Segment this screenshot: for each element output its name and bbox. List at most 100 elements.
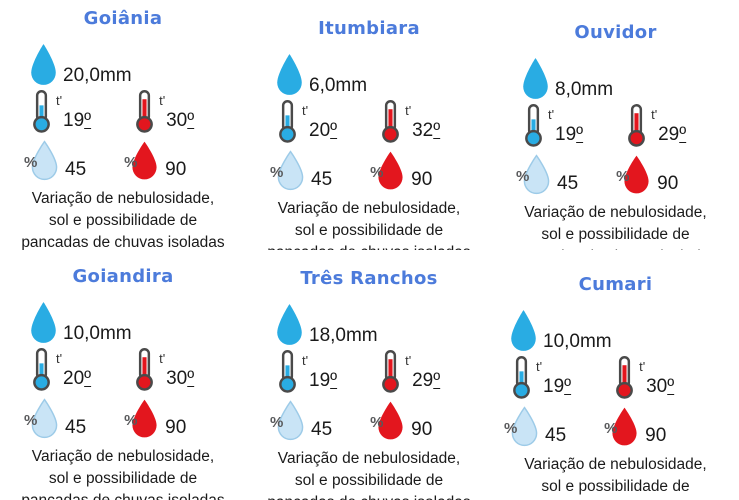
t-label: t' — [651, 107, 658, 122]
ordinal-symbol: º — [84, 110, 92, 131]
min-humidity-group: % 45 — [516, 154, 578, 196]
max-temperature-group: t' 30º — [131, 348, 194, 392]
t-label: t' — [302, 353, 309, 368]
min-temperature-labels: t' 19º — [536, 356, 571, 400]
max-temperature-group: t' 32º — [377, 100, 440, 144]
max-thermometer-icon — [382, 350, 399, 393]
city-card: Goiandira 10,0mm t' 20º — [0, 250, 246, 500]
humidity-row: % 45 % 90 — [24, 393, 246, 440]
forecast-description-line: sol e possibilidade de — [48, 212, 198, 229]
t-label: t' — [548, 107, 555, 122]
max-temp-number: 30 — [166, 110, 188, 131]
max-thermometer-icon — [382, 100, 399, 143]
card-content: 10,0mm t' 20º — [0, 288, 246, 440]
forecast-description-line: sol e possibilidade de — [294, 472, 444, 489]
min-thermometer-icon — [279, 100, 296, 143]
forecast-description: Variação de nebulosidade, sol e possibil… — [246, 448, 492, 500]
min-humidity-drop-icon — [511, 406, 538, 447]
t-label: t' — [405, 353, 412, 368]
city-card: Cumari 10,0mm t' 19º — [492, 250, 739, 500]
min-humidity-drop: % — [504, 406, 541, 448]
percent-symbol: % — [24, 412, 38, 429]
forecast-description-line: sol e possibilidade de — [294, 222, 444, 239]
forecast-description-line: Variação de nebulosidade, — [524, 204, 707, 221]
forecast-description-line: Variação de nebulosidade, — [31, 190, 215, 207]
min-humidity-group: % 45 — [270, 150, 332, 192]
temperature-row: t' 19º t' 29º — [274, 350, 492, 394]
ordinal-symbol: º — [433, 120, 441, 141]
min-temp-value: 19º — [543, 377, 571, 396]
city-title: Cumari — [578, 274, 653, 295]
min-temp-number: 19 — [543, 376, 565, 397]
forecast-description-line: Variação de nebulosidade, — [277, 450, 461, 467]
max-humidity-drop: % — [604, 406, 641, 448]
rain-drop-icon — [277, 54, 302, 95]
forecast-description: Variação de nebulosidade, sol e possibil… — [0, 446, 246, 500]
temperature-row: t' 19º t' 30º — [508, 356, 739, 400]
max-humidity-group: % 90 — [616, 154, 678, 196]
max-temp-number: 29 — [658, 124, 680, 145]
ordinal-symbol: º — [187, 110, 195, 131]
rain-drop-icon — [511, 310, 536, 351]
max-temp-value: 32º — [412, 121, 440, 140]
forecast-description-line: pancadas de chuvas isoladas — [246, 492, 492, 500]
max-temperature-labels: t' 29º — [651, 104, 686, 148]
min-thermometer-icon — [513, 356, 530, 399]
humidity-row: % 45 % 90 — [504, 401, 739, 448]
min-humidity-drop: % — [24, 398, 61, 440]
forecast-description-line: pancadas de chuvas isoladas — [21, 234, 225, 250]
forecast-description-line: sol e possibilidade de — [541, 478, 690, 495]
min-humidity-group: % 45 — [270, 400, 332, 442]
percent-symbol: % — [124, 412, 138, 429]
min-humidity-drop-icon — [31, 398, 58, 439]
min-temperature-group: t' 19º — [508, 356, 571, 400]
city-title: Ouvidor — [574, 22, 657, 43]
rainfall-value: 8,0mm — [555, 79, 614, 100]
t-label: t' — [302, 103, 309, 118]
min-temperature-labels: t' 20º — [302, 100, 337, 144]
card-content: 6,0mm t' 20º — [246, 40, 492, 192]
ordinal-symbol: º — [564, 376, 572, 397]
forecast-description-line: Variação de nebulosidade, — [524, 456, 707, 473]
ordinal-symbol: º — [667, 376, 675, 397]
max-thermometer-icon — [136, 348, 153, 391]
max-temp-number: 30 — [166, 368, 188, 389]
rainfall-row: 10,0mm — [28, 300, 246, 346]
max-humidity-drop: % — [370, 400, 407, 442]
min-temperature-labels: t' 19º — [302, 350, 337, 394]
rain-drop-icon — [31, 302, 56, 343]
max-humidity-drop: % — [124, 140, 161, 182]
forecast-description-line: sol e possibilidade de — [541, 226, 690, 243]
ordinal-symbol: º — [433, 370, 441, 391]
min-thermometer-icon — [33, 348, 50, 391]
ordinal-symbol: º — [679, 124, 687, 145]
t-label: t' — [405, 103, 412, 118]
forecast-description-line: pancadas de chuvas isoladas — [492, 246, 739, 250]
humidity-row: % 45 % 90 — [516, 149, 739, 196]
city-card: Goiânia 20,0mm t' 19º — [0, 0, 246, 250]
rainfall-row: 20,0mm — [28, 42, 246, 88]
max-thermometer-icon — [136, 90, 153, 133]
max-humidity-drop: % — [370, 150, 407, 192]
max-temp-value: 29º — [412, 371, 440, 390]
t-label: t' — [536, 359, 543, 374]
min-humidity-value: 45 — [65, 159, 87, 180]
min-thermometer-icon — [525, 104, 542, 147]
percent-symbol: % — [124, 154, 138, 171]
card-content: 18,0mm t' 19º — [246, 290, 492, 442]
min-temperature-group: t' 20º — [274, 100, 337, 144]
max-humidity-value: 90 — [645, 425, 667, 446]
rainfall-value: 10,0mm — [543, 331, 612, 352]
forecast-description: Variação de nebulosidade, sol e possibil… — [0, 188, 246, 250]
min-humidity-drop-icon — [31, 140, 58, 181]
max-humidity-value: 90 — [165, 417, 187, 438]
percent-symbol: % — [370, 164, 384, 181]
rainfall-value: 10,0mm — [63, 323, 132, 344]
min-temperature-group: t' 19º — [274, 350, 337, 394]
max-humidity-drop-icon — [378, 151, 403, 190]
max-temp-number: 29 — [412, 370, 434, 391]
max-humidity-group: % 90 — [370, 400, 432, 442]
ordinal-symbol: º — [84, 368, 92, 389]
min-temp-number: 19 — [309, 370, 331, 391]
